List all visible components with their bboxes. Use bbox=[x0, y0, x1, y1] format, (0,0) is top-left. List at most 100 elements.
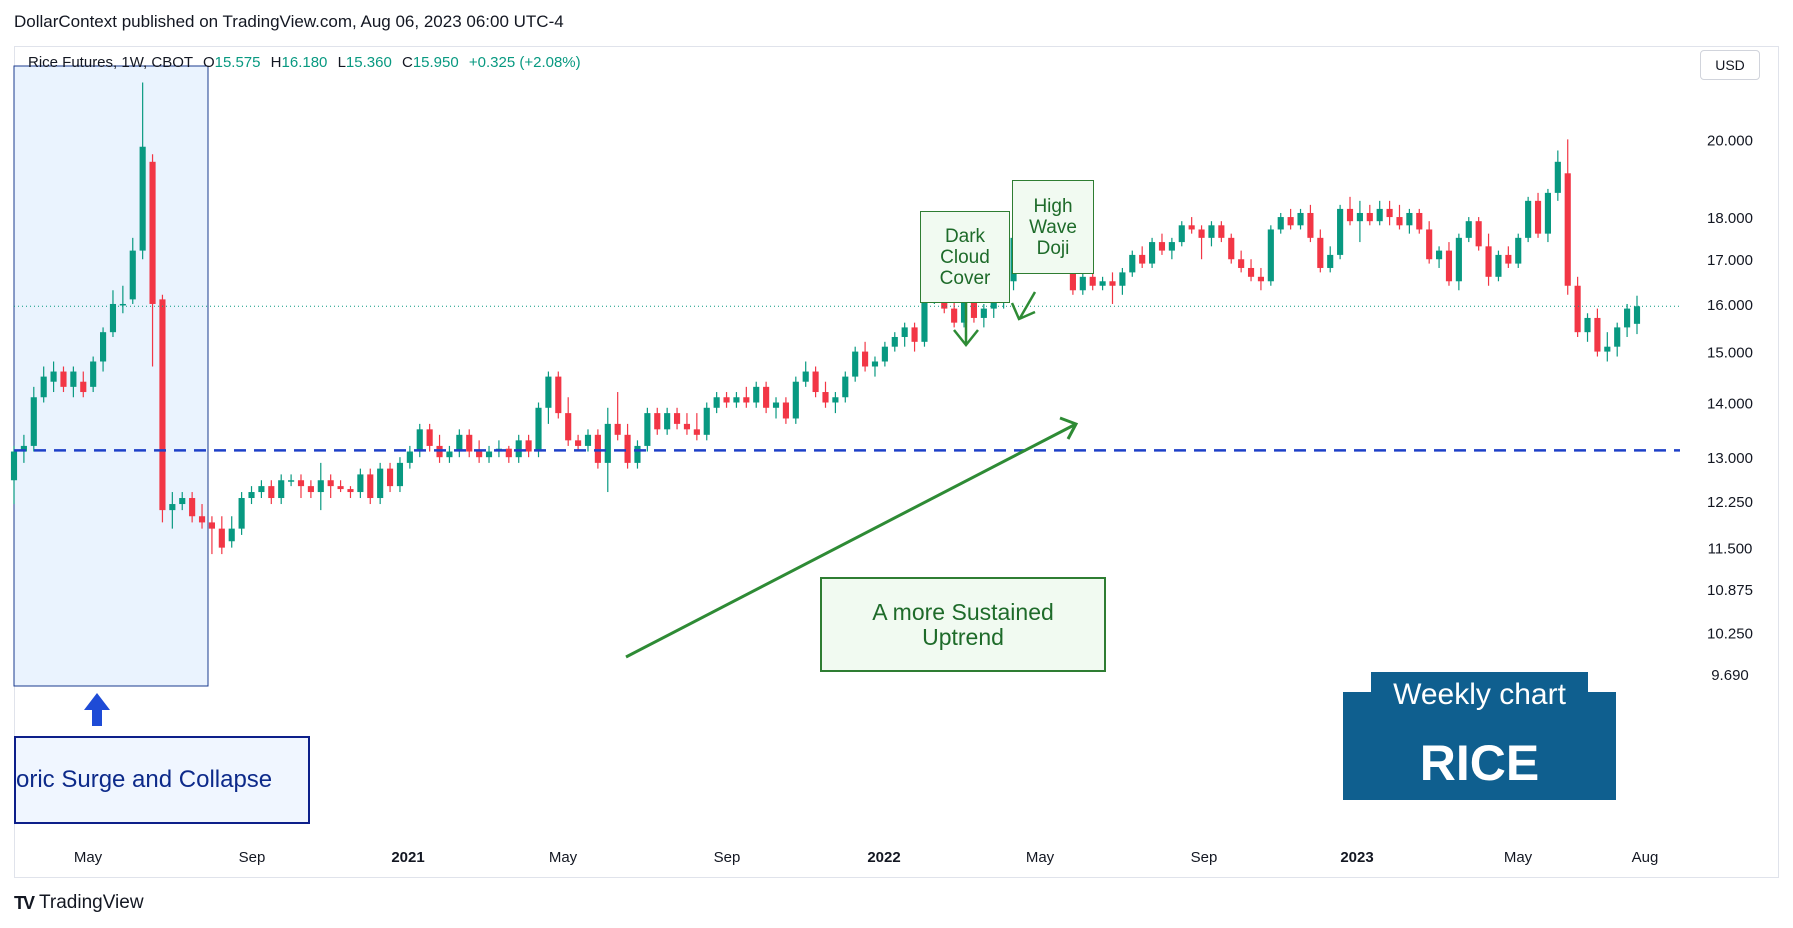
candle bbox=[693, 413, 700, 441]
candle bbox=[307, 480, 314, 499]
candle bbox=[812, 366, 819, 398]
candle bbox=[50, 361, 57, 393]
candle-body bbox=[842, 376, 849, 398]
dark-cloud-label: Dark Cloud Cover bbox=[920, 211, 1010, 303]
x-tick-label: Aug bbox=[1632, 849, 1659, 866]
candle bbox=[1297, 208, 1304, 230]
candle bbox=[792, 376, 799, 424]
candle-body bbox=[1465, 221, 1472, 238]
candle bbox=[1386, 200, 1393, 226]
candle bbox=[1129, 250, 1136, 277]
candle bbox=[1614, 322, 1621, 357]
candle-body bbox=[1218, 225, 1225, 238]
candle bbox=[426, 423, 433, 452]
candle-body bbox=[1346, 208, 1354, 222]
candle bbox=[386, 462, 394, 493]
high-wave-arrowhead bbox=[1010, 302, 1036, 321]
candle-body bbox=[1396, 217, 1403, 226]
candle-body bbox=[594, 434, 601, 463]
candle bbox=[624, 423, 631, 469]
candle-body bbox=[1337, 208, 1344, 255]
x-tick-label: 2021 bbox=[391, 849, 424, 866]
candle-body bbox=[426, 429, 433, 446]
candle-body bbox=[1238, 259, 1245, 268]
y-tick-label: 9.690 bbox=[1711, 667, 1749, 684]
candle-body bbox=[1564, 173, 1571, 286]
candle-body bbox=[1594, 317, 1601, 352]
candle bbox=[1337, 204, 1344, 260]
x-tick-label: May bbox=[74, 849, 103, 866]
candle bbox=[198, 504, 206, 529]
candle-body bbox=[20, 445, 27, 452]
badge-body bbox=[1343, 692, 1616, 800]
candle-body bbox=[1327, 254, 1334, 268]
close-value: 15.950 bbox=[412, 54, 459, 71]
candle bbox=[891, 332, 898, 352]
candle-body bbox=[238, 498, 245, 529]
low-value: 15.360 bbox=[345, 54, 392, 71]
candle bbox=[1624, 303, 1631, 337]
candle bbox=[515, 434, 522, 463]
candle-body bbox=[416, 429, 423, 452]
candle bbox=[1238, 250, 1245, 273]
candle-body bbox=[1109, 281, 1116, 286]
candle bbox=[377, 462, 384, 505]
x-tick-label: 2023 bbox=[1340, 849, 1373, 866]
candle-body bbox=[980, 308, 987, 318]
candle bbox=[1188, 217, 1195, 234]
rice-badge: Weekly chart RICE bbox=[1343, 672, 1616, 800]
candle bbox=[782, 397, 789, 424]
badge-top-bar bbox=[1371, 672, 1588, 694]
candle bbox=[1119, 267, 1126, 295]
candle bbox=[139, 82, 146, 260]
candle bbox=[1257, 267, 1265, 291]
candle bbox=[1574, 276, 1581, 337]
candle-body bbox=[555, 376, 562, 414]
candle bbox=[60, 366, 67, 393]
candle-body bbox=[852, 351, 859, 377]
candle-body bbox=[970, 294, 978, 318]
candle-body bbox=[456, 434, 463, 452]
candle bbox=[485, 445, 493, 463]
candle-body bbox=[1406, 212, 1413, 226]
candle bbox=[1495, 250, 1502, 282]
candle bbox=[1356, 200, 1363, 243]
candle-body bbox=[812, 371, 819, 393]
dark-cloud-arrowhead bbox=[953, 329, 979, 348]
candle bbox=[1099, 276, 1106, 291]
candle-body bbox=[129, 250, 136, 300]
candle bbox=[179, 492, 186, 511]
candle bbox=[278, 474, 285, 505]
candle-body bbox=[1228, 237, 1235, 260]
candle-body bbox=[1208, 225, 1215, 238]
candle bbox=[852, 346, 859, 382]
high-wave-arrow bbox=[1018, 291, 1037, 319]
candle bbox=[288, 474, 295, 487]
candle-body bbox=[624, 434, 631, 463]
candle-body bbox=[1089, 276, 1096, 286]
candle bbox=[1396, 204, 1403, 230]
candle bbox=[1317, 229, 1324, 273]
candle bbox=[1436, 246, 1443, 268]
currency-button[interactable]: USD bbox=[1700, 50, 1760, 80]
candle bbox=[772, 397, 780, 419]
candle-body bbox=[604, 423, 611, 463]
y-tick-label: 15.000 bbox=[1707, 345, 1753, 362]
uptrend-arrowhead bbox=[1059, 416, 1079, 440]
candle bbox=[1267, 225, 1274, 286]
publisher-header: DollarContext published on TradingView.c… bbox=[14, 12, 564, 31]
candle bbox=[584, 429, 592, 452]
candle-body bbox=[673, 413, 681, 424]
candle bbox=[347, 486, 354, 499]
candle-body bbox=[733, 397, 740, 403]
x-tick-label: 2022 bbox=[867, 849, 900, 866]
x-tick-label: Sep bbox=[239, 849, 266, 866]
candle bbox=[70, 366, 77, 398]
candle-body bbox=[1139, 254, 1146, 264]
y-tick-label: 20.000 bbox=[1707, 132, 1753, 149]
candle-body bbox=[1445, 250, 1453, 282]
candle bbox=[723, 392, 730, 408]
candle bbox=[90, 356, 97, 393]
y-axis: 22.00020.00018.00017.00016.00015.00014.0… bbox=[1707, 62, 1753, 684]
